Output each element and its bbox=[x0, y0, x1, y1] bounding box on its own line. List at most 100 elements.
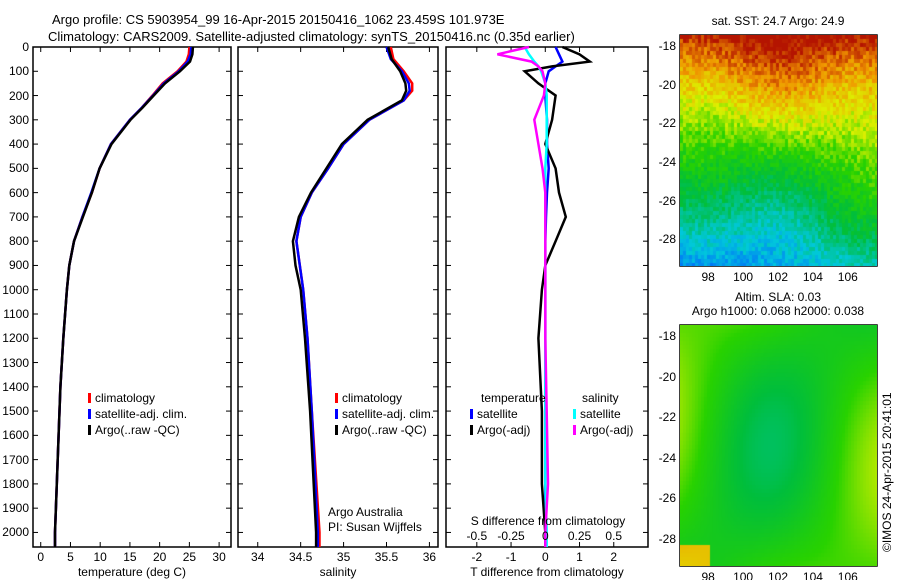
x-tick-label: -1 bbox=[506, 550, 517, 564]
legend-label: satellite bbox=[477, 407, 518, 421]
secondary-x-tick-label: -0.25 bbox=[497, 529, 524, 543]
map-y-tick-label: -26 bbox=[659, 194, 676, 208]
x-tick-label: 0 bbox=[542, 550, 549, 564]
x-tick-label: 35.5 bbox=[375, 550, 398, 564]
x-tick-label: 15 bbox=[123, 550, 136, 564]
y-tick-label: 2000 bbox=[2, 525, 29, 539]
map-x-tick-label: 98 bbox=[701, 570, 714, 580]
y-tick-label: 1800 bbox=[2, 477, 29, 491]
map-x-tick-label: 100 bbox=[733, 570, 753, 580]
map-x-tick-label: 102 bbox=[768, 570, 788, 580]
x-tick-label: 25 bbox=[183, 550, 196, 564]
legend-swatch bbox=[573, 409, 576, 419]
x-tick-label: 10 bbox=[94, 550, 107, 564]
legend-swatch bbox=[470, 409, 473, 419]
map-title: Argo h1000: 0.068 h2000: 0.038 bbox=[692, 304, 864, 318]
y-tick-label: 1700 bbox=[2, 453, 29, 467]
legend-title: temperature bbox=[481, 391, 546, 405]
legend-label: Argo(-adj) bbox=[580, 423, 633, 437]
y-tick-label: 1000 bbox=[2, 283, 29, 297]
annotation-line: PI: Susan Wijffels bbox=[328, 520, 422, 534]
y-tick-label: 600 bbox=[9, 186, 29, 200]
map-y-tick-label: -22 bbox=[659, 116, 676, 130]
secondary-x-tick-label: -0.5 bbox=[466, 529, 487, 543]
map-x-tick-label: 104 bbox=[803, 270, 823, 284]
y-tick-label: 1100 bbox=[3, 307, 29, 321]
secondary-x-tick-label: 0.5 bbox=[605, 529, 622, 543]
series-line-argo bbox=[293, 47, 406, 547]
y-tick-label: 700 bbox=[9, 210, 29, 224]
x-tick-label: 30 bbox=[212, 550, 225, 564]
legend-swatch bbox=[573, 425, 576, 435]
sla-map bbox=[680, 325, 877, 566]
legend-swatch bbox=[88, 425, 91, 435]
legend-label: satellite bbox=[580, 407, 621, 421]
legend-swatch bbox=[470, 425, 473, 435]
x-axis-label: T difference from climatology bbox=[470, 565, 624, 579]
y-tick-label: 1500 bbox=[2, 404, 29, 418]
y-tick-label: 1400 bbox=[2, 380, 29, 394]
map-y-tick-label: -20 bbox=[659, 78, 676, 92]
map-y-tick-label: -18 bbox=[659, 329, 676, 343]
map-x-tick-label: 102 bbox=[768, 270, 788, 284]
y-tick-label: 1600 bbox=[2, 428, 29, 442]
legend-swatch bbox=[88, 393, 91, 403]
legend-label: Argo(..raw -QC) bbox=[95, 423, 180, 437]
secondary-axis-label: S difference from climatology bbox=[471, 514, 626, 528]
x-tick-label: 34 bbox=[251, 550, 264, 564]
legend-swatch bbox=[335, 425, 338, 435]
map-y-tick-label: -24 bbox=[659, 451, 676, 465]
y-tick-label: 1900 bbox=[2, 501, 29, 515]
legend-label: Argo(-adj) bbox=[477, 423, 530, 437]
y-tick-label: 0 bbox=[22, 40, 29, 54]
map-x-tick-label: 100 bbox=[733, 270, 753, 284]
x-axis-label: salinity bbox=[320, 565, 357, 579]
y-tick-label: 500 bbox=[9, 161, 29, 175]
y-tick-label: 400 bbox=[9, 137, 29, 151]
map-y-tick-label: -26 bbox=[659, 491, 676, 505]
x-tick-label: 1 bbox=[576, 550, 583, 564]
series-line-argo bbox=[55, 47, 193, 547]
map-x-tick-label: 106 bbox=[838, 270, 858, 284]
map-y-tick-label: -24 bbox=[659, 155, 676, 169]
map-x-tick-label: 98 bbox=[701, 270, 714, 284]
map-x-tick-label: 106 bbox=[838, 570, 858, 580]
map-y-tick-label: -20 bbox=[659, 370, 676, 384]
y-tick-label: 300 bbox=[9, 113, 29, 127]
x-tick-label: 0 bbox=[37, 550, 44, 564]
legend-label: climatology bbox=[342, 391, 402, 405]
argo-profile-figure: Argo profile: CS 5903954_99 16-Apr-2015 … bbox=[0, 0, 900, 580]
x-tick-label: -2 bbox=[471, 550, 482, 564]
legend-swatch bbox=[88, 409, 91, 419]
map-y-tick-label: -28 bbox=[659, 232, 676, 246]
series-line-climatology bbox=[55, 47, 189, 547]
panel-frame bbox=[33, 47, 231, 547]
y-tick-label: 200 bbox=[9, 89, 29, 103]
y-tick-label: 900 bbox=[9, 258, 29, 272]
x-tick-label: 2 bbox=[610, 550, 617, 564]
map-y-tick-label: -28 bbox=[659, 532, 676, 546]
series-line-satellite bbox=[55, 47, 191, 547]
legend-label: satellite-adj. clim. bbox=[95, 407, 187, 421]
x-tick-label: 36 bbox=[423, 550, 436, 564]
secondary-x-tick-label: 0.25 bbox=[568, 529, 591, 543]
y-tick-label: 800 bbox=[9, 234, 29, 248]
x-axis-label: temperature (deg C) bbox=[78, 565, 186, 579]
x-tick-label: 20 bbox=[153, 550, 166, 564]
x-tick-label: 35 bbox=[337, 550, 350, 564]
secondary-x-tick-label: 0 bbox=[542, 529, 549, 543]
legend-label: satellite-adj. clim. bbox=[342, 407, 434, 421]
legend-label: climatology bbox=[95, 391, 155, 405]
legend-label: Argo(..raw -QC) bbox=[342, 423, 427, 437]
legend-swatch bbox=[335, 409, 338, 419]
y-tick-label: 1300 bbox=[2, 356, 29, 370]
map-x-tick-label: 104 bbox=[803, 570, 823, 580]
panel-frame bbox=[238, 47, 438, 547]
annotation-line: Argo Australia bbox=[328, 505, 403, 519]
legend-title: salinity bbox=[582, 391, 619, 405]
x-tick-label: 5 bbox=[67, 550, 74, 564]
map-title: sat. SST: 24.7 Argo: 24.9 bbox=[712, 14, 845, 28]
sst-map bbox=[680, 35, 877, 266]
map-y-tick-label: -18 bbox=[659, 39, 676, 53]
legend-swatch bbox=[335, 393, 338, 403]
